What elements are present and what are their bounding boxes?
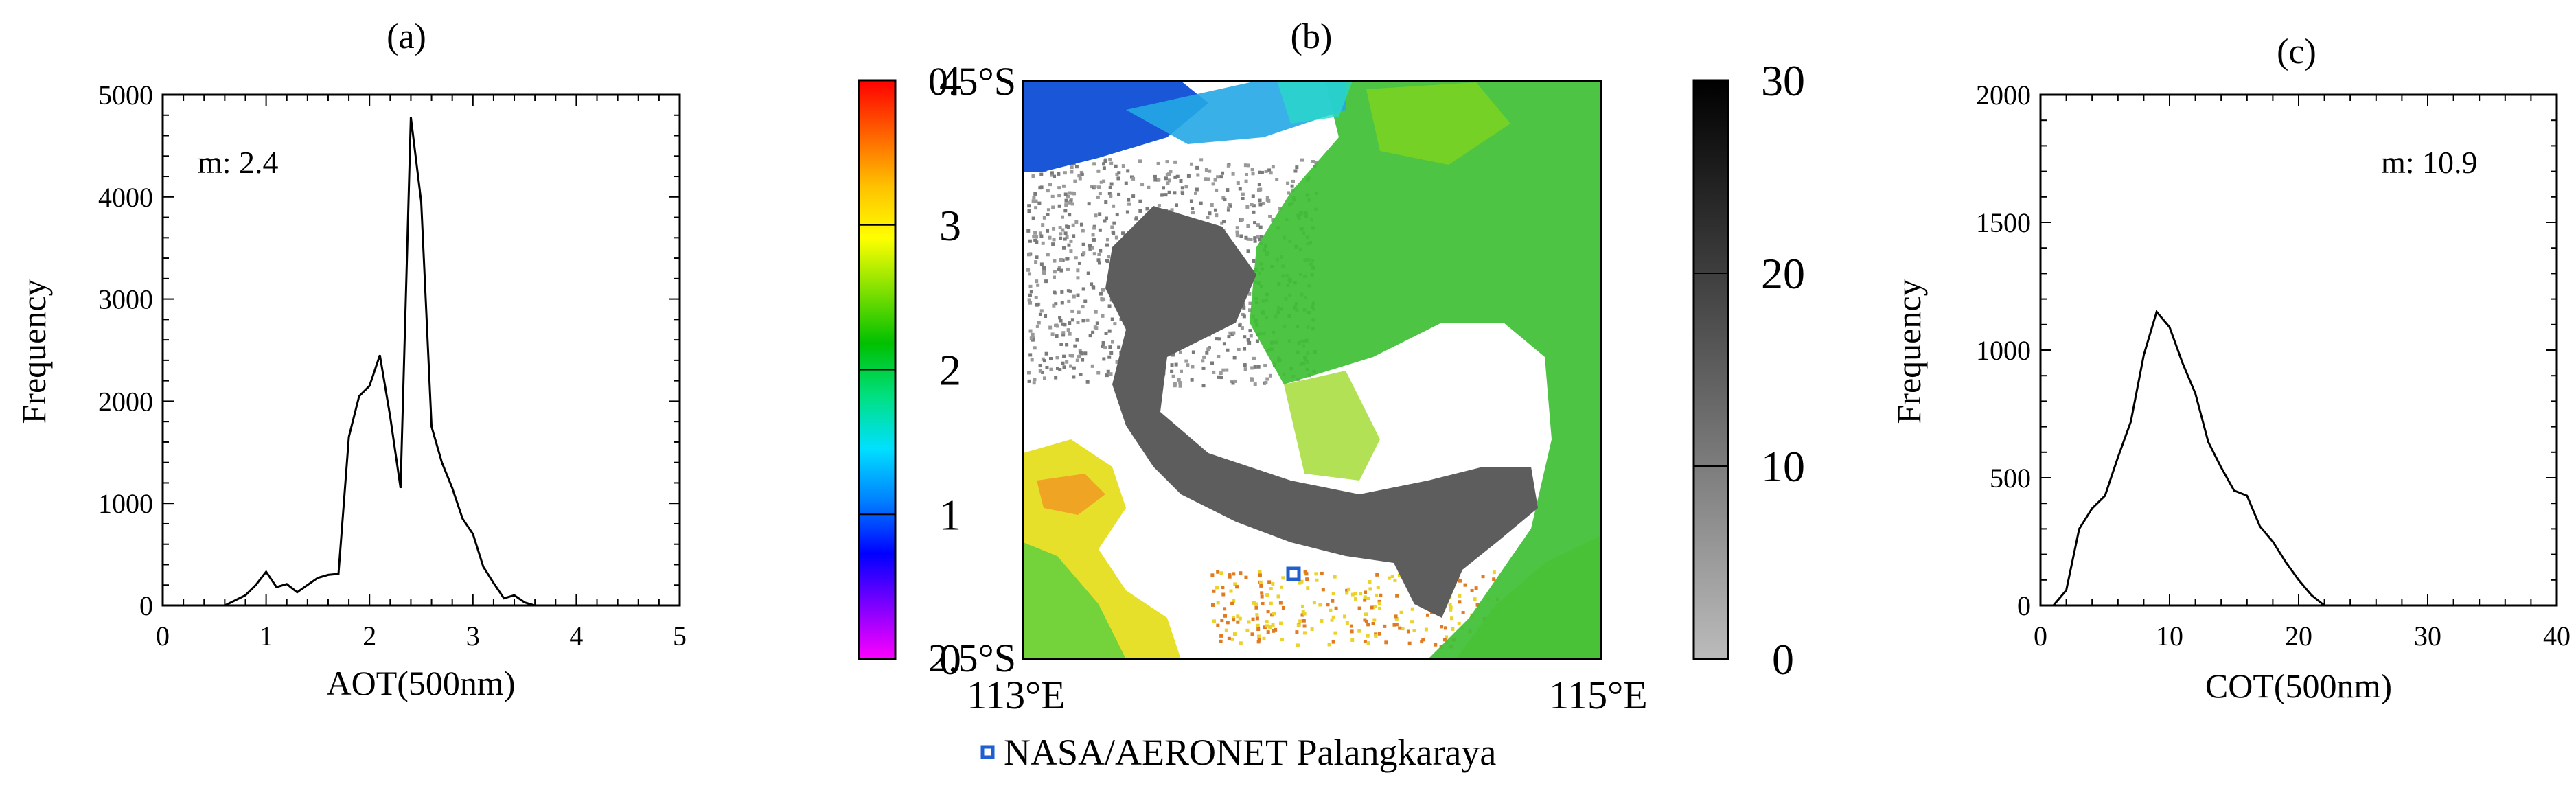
panel-a-x-tick-label: 1 <box>260 621 273 651</box>
map-cloud-region <box>1105 206 1538 618</box>
panel-c-x-tick-label: 0 <box>2034 621 2047 651</box>
panel-c-y-tick-label: 500 <box>1990 463 2031 494</box>
legend-station-label: NASA/AERONET Palangkaraya <box>1004 732 1496 773</box>
cot-colorbar-tick-label: 20 <box>1761 249 1805 298</box>
aot-colorbar-tick-label: 2 <box>939 346 961 395</box>
panel-c-x-axis-label: COT(500nm) <box>2205 667 2392 705</box>
map-image <box>1023 81 1601 659</box>
panel-c-x-tick-label: 30 <box>2414 621 2441 651</box>
legend-station-icon <box>980 745 995 759</box>
panel-c-label: (c) <box>2277 32 2316 71</box>
panel-a-x-tick-label: 5 <box>673 621 687 651</box>
map-x-tick-label: 113°E <box>967 673 1065 717</box>
panel-c-cot-histogram: (c) 0 10 20 30 40 0 500 1000 1500 2000 m: 10.9 CO… <box>1889 32 2571 705</box>
panel-a-aot-frequency-line <box>224 117 536 607</box>
aot-colorbar-tick-label: 4 <box>939 56 961 105</box>
panel-c-x-tick-label: 40 <box>2543 621 2571 651</box>
panel-a-y-tick-label: 4000 <box>98 182 153 213</box>
panel-a-y-tick-label: 2000 <box>98 386 153 417</box>
panel-a-y-tick-label: 0 <box>139 590 153 621</box>
cot-colorbar-tick-label: 0 <box>1772 635 1794 684</box>
panel-b-label: (b) <box>1291 17 1333 56</box>
panel-a-x-tick-label: 2 <box>363 621 376 651</box>
map-green-region <box>1250 81 1601 659</box>
cot-colorbar-tick-label: 10 <box>1761 442 1805 491</box>
map-y-tick-label: 2.5°S <box>928 636 1016 680</box>
panel-c-mean-annotation: m: 10.9 <box>2381 145 2478 180</box>
map-x-tick-label: 115°E <box>1549 673 1647 717</box>
cot-colorbar-tick-label: 30 <box>1761 56 1805 105</box>
panel-c-y-axis-label: Frequency <box>1889 279 1928 424</box>
panel-c-y-tick-label: 2000 <box>1976 80 2031 111</box>
panel-a-y-tick-label: 3000 <box>98 284 153 315</box>
aot-colorbar-tick-label: 3 <box>939 201 961 250</box>
panel-a-x-tick-label: 4 <box>569 621 583 651</box>
panel-a-x-axis-label: AOT(500nm) <box>327 664 516 702</box>
panel-c-y-tick-label: 0 <box>2017 590 2031 621</box>
aot-colorbar-tick-label: 0 <box>939 635 961 684</box>
panel-a-mean-annotation: m: 2.4 <box>198 145 279 180</box>
panel-a-label: (a) <box>387 17 426 56</box>
panel-a-y-axis-label: Frequency <box>14 279 53 424</box>
panel-c-x-tick-label: 10 <box>2156 621 2183 651</box>
panel-a-x-tick-label: 3 <box>466 621 480 651</box>
aeronet-station-marker <box>1286 566 1301 581</box>
cot-colorbar <box>1692 79 1729 660</box>
map-y-tick-label: 0.5°S <box>928 59 1016 104</box>
panel-c-y-tick-label: 1000 <box>1976 335 2031 366</box>
panel-a-plot-frame <box>161 93 681 607</box>
panel-a-y-tick-label: 1000 <box>98 488 153 519</box>
panel-a-x-tick-label: 0 <box>156 621 170 651</box>
panel-b-map: (b) 0 1 2 3 4 113°E 115°E 0.5°S 2.5°S <box>858 17 1805 773</box>
panel-c-plot-frame <box>2039 93 2558 607</box>
aot-colorbar-tick-label: 1 <box>939 490 961 539</box>
panel-c-y-tick-label: 1500 <box>1976 207 2031 238</box>
panel-c-cot-frequency-line <box>2052 310 2325 607</box>
panel-c-x-tick-label: 20 <box>2285 621 2312 651</box>
map-frame <box>1022 80 1602 660</box>
panel-a-aot-histogram: (a) 0 1 2 3 4 5 0 1000 2000 3000 4000 5000 m: 2.4 A… <box>14 17 687 702</box>
panel-a-y-tick-label: 5000 <box>98 80 153 111</box>
